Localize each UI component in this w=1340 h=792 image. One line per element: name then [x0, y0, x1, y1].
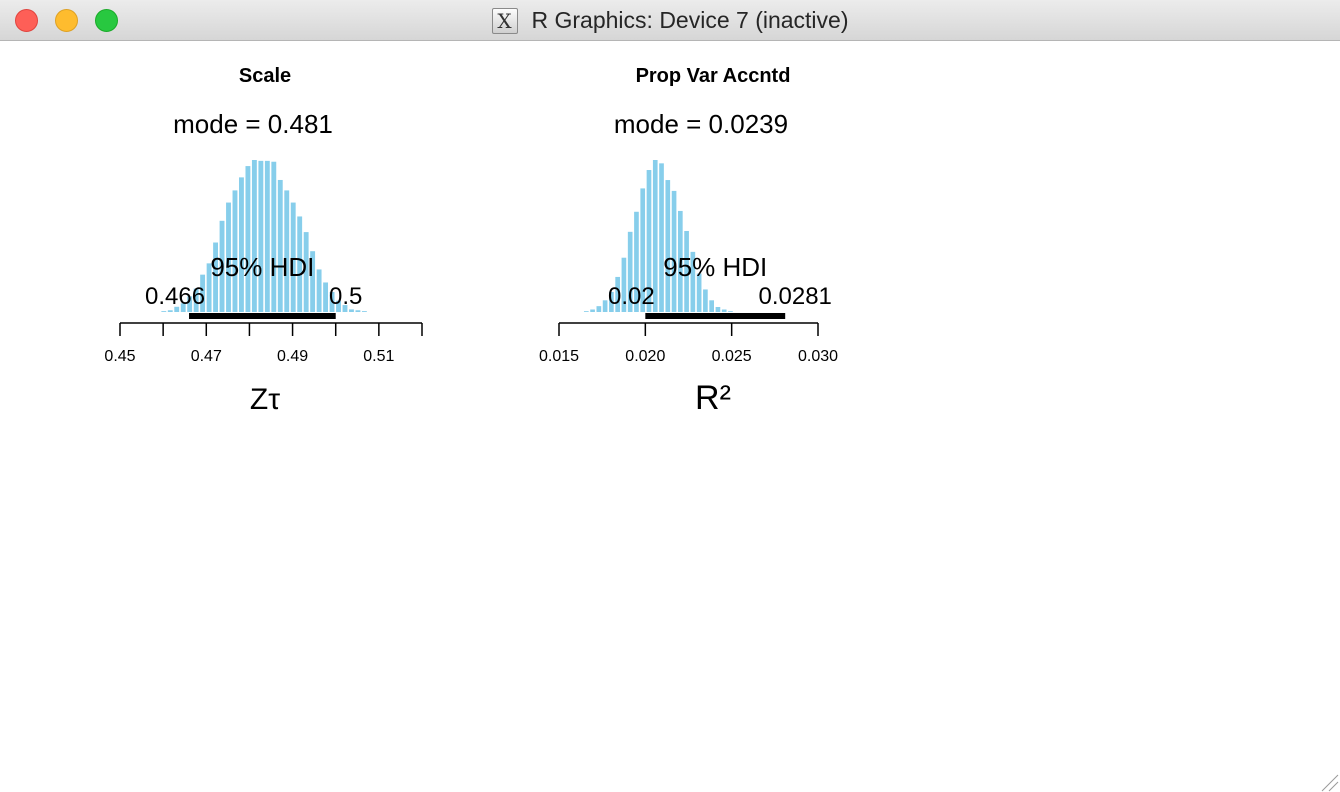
mode-label: mode = 0.0239	[614, 109, 788, 139]
histogram-bar	[297, 216, 303, 312]
title-wrap: X R Graphics: Device 7 (inactive)	[0, 0, 1340, 41]
histogram-bar	[602, 300, 608, 312]
x-tick-label: 0.020	[625, 348, 665, 365]
title-bar[interactable]: X R Graphics: Device 7 (inactive)	[0, 0, 1340, 41]
histogram-bar	[659, 163, 664, 312]
hdi-low-value: 0.02	[608, 283, 655, 310]
histogram-bar	[596, 306, 602, 312]
histogram-bar	[167, 310, 173, 312]
histogram-bar	[303, 232, 309, 312]
hdi-low-value: 0.466	[145, 283, 205, 310]
histogram-bar	[721, 309, 727, 312]
histogram-bar	[226, 202, 231, 312]
histogram-bar	[187, 296, 193, 312]
histogram-bar	[634, 211, 639, 312]
minimize-button[interactable]	[55, 9, 78, 32]
histogram-bar	[615, 276, 620, 312]
x-tick-label: 0.030	[798, 348, 838, 365]
histogram-bar	[609, 291, 614, 312]
histogram-bar	[715, 306, 721, 312]
histogram-bar	[323, 282, 329, 312]
histogram-bar	[200, 274, 206, 312]
histogram-bar	[264, 160, 270, 312]
histogram-bar	[590, 309, 595, 312]
histogram-bar	[690, 251, 696, 312]
histogram-bar	[709, 300, 714, 312]
histogram-bar	[355, 310, 361, 312]
plot-area: 0.45 0.47 0.49 0.51 Scale mode = 0.481 95% HDI…	[0, 41, 1340, 792]
histogram-bar	[652, 160, 658, 312]
histogram-bar	[239, 177, 244, 312]
hdi-label: 95% HDI	[210, 252, 314, 282]
histogram-bar	[684, 230, 689, 312]
histogram-bar	[180, 303, 186, 312]
x-axis-label: R²	[695, 379, 731, 417]
x-tick-label: 0.015	[539, 348, 579, 365]
histogram-bar	[728, 311, 733, 312]
histogram-bar	[583, 311, 589, 312]
posterior-panel-r-squared: 0.015 0.020 0.025 0.030 Prop Var Accntd mode …	[539, 65, 838, 417]
histogram-bar	[245, 166, 251, 312]
hdi-high-value: 0.5	[329, 283, 362, 310]
histogram-bar	[174, 306, 180, 312]
histogram-bar	[627, 231, 633, 312]
zoom-button[interactable]	[95, 9, 118, 32]
histogram-bar	[336, 300, 341, 312]
histogram-bar	[342, 305, 348, 312]
chart-title: Prop Var Accntd	[636, 65, 791, 87]
histogram-bar	[310, 251, 316, 312]
histogram-bar	[271, 161, 277, 312]
x-tick-label: 0.47	[191, 348, 222, 365]
histogram-bar	[161, 311, 167, 312]
posterior-panel-scale: 0.45 0.47 0.49 0.51 Scale mode = 0.481 95% HDI…	[104, 65, 423, 416]
x-axis-label: Zτ	[250, 383, 280, 416]
histogram-bar	[703, 289, 708, 312]
plots-canvas: 0.45 0.47 0.49 0.51 Scale mode = 0.481 95% HDI…	[104, 65, 838, 417]
histogram-bar	[206, 263, 212, 312]
histogram-bar	[665, 180, 671, 312]
histogram-bar	[349, 309, 354, 312]
mode-label: mode = 0.481	[173, 109, 333, 139]
histogram-bar	[219, 220, 225, 312]
histogram-bar	[251, 160, 257, 312]
resize-grip-icon[interactable]	[1310, 772, 1340, 792]
histogram-bar	[316, 269, 322, 312]
histogram-bar	[290, 202, 296, 312]
hdi-high-value: 0.0281	[758, 283, 831, 310]
hdi-label: 95% HDI	[663, 252, 767, 282]
chart-title: Scale	[239, 65, 291, 87]
x-tick-label: 0.45	[104, 348, 135, 365]
histogram-bar	[232, 190, 238, 312]
histogram-bar	[361, 311, 367, 312]
window-title: R Graphics: Device 7 (inactive)	[531, 7, 849, 33]
histogram-bar	[284, 190, 290, 312]
histogram-bar	[696, 273, 702, 312]
histogram-bar	[621, 257, 627, 312]
histogram-bar	[646, 170, 652, 312]
histogram-bar	[671, 190, 677, 312]
histogram-bar	[677, 210, 683, 312]
histogram-bar	[329, 292, 335, 312]
histogram-bar	[277, 179, 283, 312]
x-tick-label: 0.49	[277, 348, 308, 365]
histogram-bar	[213, 242, 218, 312]
x11-icon: X	[491, 7, 518, 34]
x-tick-label: 0.025	[712, 348, 752, 365]
x-tick-label: 0.51	[363, 348, 394, 365]
histogram-bar	[258, 160, 264, 312]
histogram-bar	[193, 288, 199, 312]
close-button[interactable]	[15, 9, 38, 32]
histogram-bar	[640, 188, 646, 312]
